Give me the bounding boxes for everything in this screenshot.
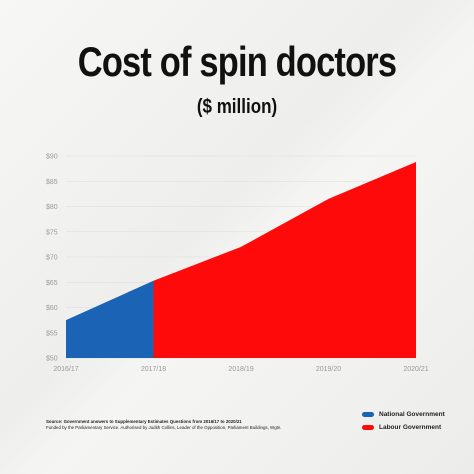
legend-label-labour: Labour Government [379, 424, 442, 431]
legend: National Government Labour Government [362, 408, 445, 434]
x-tick-label: 2018/19 [228, 366, 253, 373]
area-national-government [66, 280, 154, 358]
y-tick-label: $65 [46, 280, 58, 287]
y-tick-label: $75 [46, 229, 58, 236]
legend-item-labour: Labour Government [362, 421, 445, 434]
legend-swatch-national [362, 412, 374, 417]
y-tick-label: $90 [46, 154, 58, 161]
source-note: Source: Government answers to Supplement… [46, 419, 346, 431]
chart-subtitle: ($ million) [196, 96, 278, 118]
y-tick-label: $80 [46, 204, 58, 211]
source-line-1: Source: Government answers to Supplement… [46, 419, 242, 424]
x-tick-label: 2016/17 [53, 366, 78, 373]
x-tick-label: 2019/20 [316, 366, 341, 373]
y-tick-label: $55 [46, 330, 58, 337]
legend-swatch-labour [362, 425, 374, 430]
y-axis-ticks: $50 $55 $60 $65 $70 $75 $80 $85 $90 [46, 154, 58, 363]
x-tick-label: 2017/18 [141, 366, 166, 373]
y-tick-label: $50 [46, 356, 58, 363]
legend-label-national: National Government [379, 411, 445, 418]
x-tick-label: 2020/21 [403, 366, 428, 373]
chart-areas [66, 162, 416, 358]
area-chart: $50 $55 $60 $65 $70 $75 $80 $85 $90 2016/17 2017/… [46, 154, 429, 374]
y-tick-label: $60 [46, 305, 58, 312]
legend-item-national: National Government [362, 408, 445, 421]
area-labour-government [153, 162, 416, 358]
source-line-2: Funded by the Parliamentary Service. Aut… [46, 425, 282, 430]
y-tick-label: $70 [46, 255, 58, 262]
chart-title: Cost of spin doctors [77, 38, 397, 85]
y-tick-label: $85 [46, 179, 58, 186]
x-axis-ticks: 2016/17 2017/18 2018/19 2019/20 2020/21 [53, 366, 428, 373]
